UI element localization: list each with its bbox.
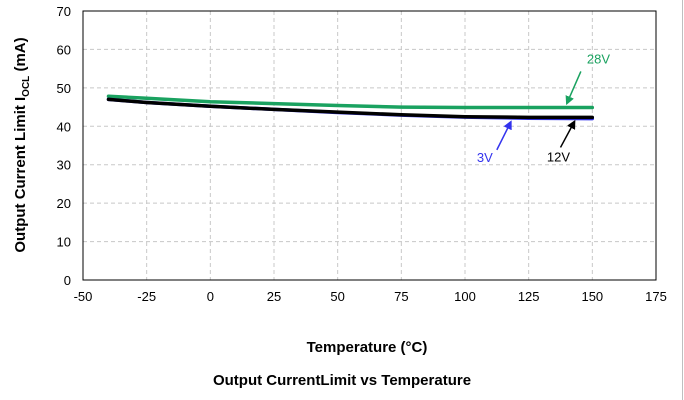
- x-axis-title: Temperature (°C): [307, 339, 428, 356]
- tick-labels: -50 -25 0 25 50 75 100 125 150 175 0 10 20 30 40 50 60 70: [57, 4, 667, 304]
- y-axis-title-unit: (mA): [12, 37, 29, 75]
- figure-caption: Output CurrentLimit vs Temperature: [212, 372, 472, 389]
- annotation-label-12v: 12V: [547, 149, 570, 164]
- y-axis-title-main: Output Current Limit I: [12, 97, 29, 253]
- x-tick-label: 75: [394, 289, 408, 304]
- y-tick-label: 10: [57, 235, 71, 250]
- x-tick-label: 125: [518, 289, 540, 304]
- x-tick-label: 100: [454, 289, 476, 304]
- annotation-arrow-12v: [559, 119, 576, 148]
- y-tick-label: 30: [57, 158, 71, 173]
- series-line-28v: [106, 94, 595, 110]
- annotation-label-28v: 28V: [587, 51, 610, 66]
- grid: [83, 11, 656, 280]
- x-tick-label: 0: [207, 289, 214, 304]
- plot-area-border: [82, 10, 657, 281]
- x-tick-label: 150: [581, 289, 603, 304]
- annotation-label-3v: 3V: [477, 150, 493, 165]
- x-tick-label: -25: [137, 289, 156, 304]
- y-tick-label: 70: [57, 4, 71, 19]
- annotation-arrow-3v: [496, 120, 512, 151]
- right-border: [682, 0, 683, 400]
- annotations: 28V 3V 12V: [477, 51, 610, 164]
- y-tick-label: 50: [57, 81, 71, 96]
- y-axis-title-subscript: OCL: [21, 76, 32, 97]
- x-tick-label: -50: [74, 289, 93, 304]
- x-tick-label: 175: [645, 289, 667, 304]
- annotation-arrow-28v: [565, 71, 582, 106]
- y-axis-title: Output Current Limit IOCL (mA): [12, 37, 32, 252]
- y-tick-label: 60: [57, 42, 71, 57]
- y-tick-label: 0: [64, 273, 71, 288]
- x-tick-label: 25: [267, 289, 281, 304]
- x-tick-label: 50: [330, 289, 344, 304]
- y-tick-label: 20: [57, 196, 71, 211]
- y-tick-label: 40: [57, 119, 71, 134]
- series-lines: [106, 94, 595, 121]
- series-line-12v: [106, 97, 595, 120]
